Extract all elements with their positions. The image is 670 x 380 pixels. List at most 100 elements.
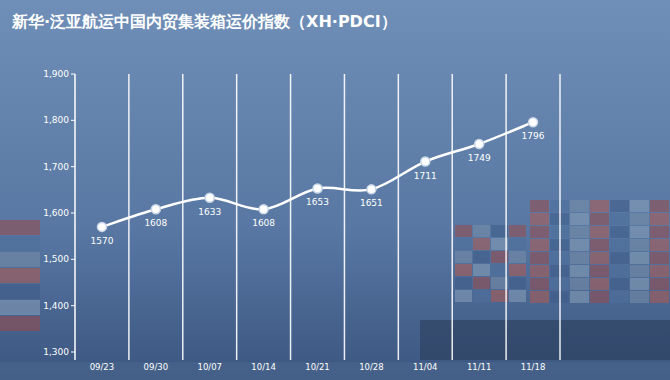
container [530,291,549,303]
x-tick-label: 11/11 [467,362,492,372]
container [530,278,549,290]
container [509,238,526,250]
container [509,290,526,302]
container [509,264,526,276]
x-tick-label: 10/07 [197,362,222,372]
x-tick-label: 09/30 [144,362,169,372]
container [630,291,649,303]
container [650,252,669,264]
container [0,268,40,283]
point [475,139,484,148]
container [509,225,526,237]
grid-line [236,74,238,360]
grid-line [344,74,346,360]
y-tick-label: 1,600 [43,208,69,218]
container [455,251,472,263]
data-label: 1653 [306,197,329,207]
y-tick [71,213,75,214]
container [473,225,490,237]
container [630,226,649,238]
y-tick-label: 1,300 [43,347,69,357]
point [151,205,160,214]
title: 新华·泛亚航运中国内贸集装箱运价指数（XH·PDCI） [11,12,397,31]
data-label: 1570 [90,236,113,246]
y-tick-label: 1,700 [43,162,69,172]
container [530,265,549,277]
container [610,226,629,238]
container [590,239,609,251]
grid-line [451,74,453,360]
container [455,264,472,276]
container [530,252,549,264]
container [530,213,549,225]
container [650,226,669,238]
container [570,291,589,303]
y-tick [71,305,75,306]
container [590,278,609,290]
container [509,251,526,263]
y-tick [71,166,75,167]
data-label: 1608 [144,218,167,228]
container [630,239,649,251]
y-tick [71,259,75,260]
container [455,277,472,289]
grid-line [182,74,184,360]
container [610,239,629,251]
container [455,225,472,237]
data-label: 1749 [468,153,491,163]
container [610,291,629,303]
container [509,277,526,289]
data-label: 1796 [522,131,545,141]
data-label: 1651 [360,198,383,208]
container [610,252,629,264]
container [570,239,589,251]
container [570,278,589,290]
container [530,200,549,212]
grid-line [505,74,507,360]
container [530,239,549,251]
point [313,184,322,193]
y-tick-label: 1,800 [43,115,69,125]
container [610,213,629,225]
container [473,277,490,289]
container [630,200,649,212]
data-label: 1711 [414,171,437,181]
y-tick-label: 1,500 [43,254,69,264]
x-tick-label: 10/21 [305,362,330,372]
container [630,213,649,225]
x-tick-label: 11/18 [521,362,546,372]
y-axis-line [74,74,76,360]
y-tick-label: 1,900 [43,69,69,79]
container [610,265,629,277]
container [650,291,669,303]
container [455,238,472,250]
plot [97,118,537,232]
container [0,316,40,331]
x-tick-label: 09/23 [90,362,115,372]
series-line [102,122,533,227]
container [0,284,40,299]
y-tick [71,120,75,121]
point [367,185,376,194]
container [610,278,629,290]
container [570,252,589,264]
container [590,200,609,212]
container [630,252,649,264]
container [650,265,669,277]
container [570,265,589,277]
container [570,213,589,225]
container [0,220,40,235]
container [610,200,629,212]
ship-hull [420,320,670,360]
point [97,222,106,231]
x-tick-label: 10/14 [251,362,276,372]
container [650,239,669,251]
container [650,278,669,290]
container [590,265,609,277]
container [0,252,40,267]
background-containers [0,200,669,331]
y-tick-label: 1,400 [43,301,69,311]
container [590,291,609,303]
background [0,0,670,380]
container [473,251,490,263]
